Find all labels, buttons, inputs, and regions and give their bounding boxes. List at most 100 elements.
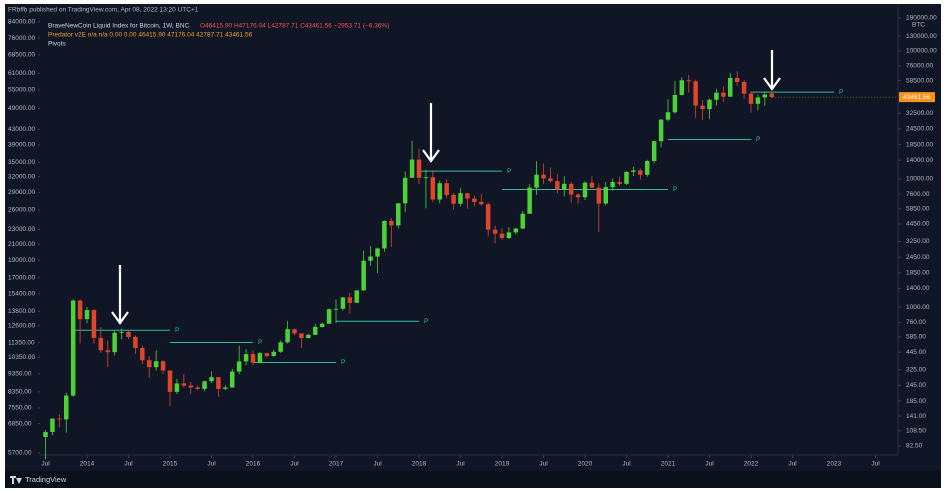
- y2-tick-label: 5700.00: [8, 450, 32, 457]
- y-unit-label: BTC: [912, 22, 925, 29]
- y2-tick-label: 9350.00: [8, 370, 32, 377]
- candle-body: [57, 418, 62, 420]
- candle-body: [589, 182, 595, 188]
- candle-body: [506, 232, 512, 238]
- published-note: FRbffb published on TradingView.com, Apr…: [8, 7, 199, 14]
- x-tick-label: 2020: [578, 461, 593, 468]
- candle-body: [354, 290, 359, 303]
- candle-body: [230, 371, 235, 388]
- candle-body: [285, 329, 290, 343]
- ohlc-values: O46415.90 H47176.04 L42787.71 C43461.56 …: [200, 23, 389, 30]
- y2-tick-label: 6850.00: [8, 420, 32, 427]
- candle-body: [416, 159, 422, 178]
- y-tick-label: 445.00: [906, 349, 926, 356]
- candle-body: [693, 81, 698, 106]
- y-tick-label: 2450.00: [906, 254, 930, 261]
- candle-body: [582, 182, 588, 198]
- candle-body: [333, 308, 339, 310]
- y2-tick-label: 21000.00: [8, 241, 35, 248]
- candle-body: [91, 309, 97, 338]
- candle-body: [437, 183, 442, 200]
- candle-body: [368, 256, 373, 261]
- candle-body: [603, 187, 608, 204]
- candle-body: [492, 229, 498, 234]
- candle-body: [147, 360, 152, 368]
- candle-body: [555, 181, 560, 190]
- x-tick-label: Jul: [788, 461, 797, 468]
- candle-body: [741, 82, 747, 94]
- pivot-label: P: [258, 339, 262, 346]
- candle-body: [271, 351, 276, 356]
- candle-body: [153, 361, 159, 368]
- candle-body: [672, 94, 678, 113]
- candle-body: [84, 309, 90, 320]
- candle-body: [292, 329, 297, 334]
- y-tick-label: 141.00: [906, 413, 926, 420]
- y2-tick-label: 12600.00: [8, 323, 35, 330]
- candle-body: [520, 213, 525, 229]
- candle-body: [181, 383, 187, 386]
- y-tick-label: 1000.00: [906, 304, 930, 311]
- candle-body: [755, 97, 761, 104]
- y-tick-label: 1400.00: [906, 285, 930, 292]
- candle-body: [257, 353, 263, 363]
- y-tick-label: 180000.00: [906, 15, 937, 22]
- arrow: [422, 103, 440, 163]
- y-tick-label: 3250.00: [906, 238, 930, 245]
- candle-body: [250, 354, 256, 363]
- candle-body: [728, 77, 733, 97]
- candle-body: [485, 204, 491, 230]
- candle-body: [665, 112, 671, 120]
- y2-tick-label: 35000.00: [8, 159, 35, 166]
- candle-body: [126, 331, 131, 337]
- y-tick-label: 245.00: [906, 382, 926, 389]
- brand: TradingView: [25, 475, 67, 484]
- candle-body: [686, 80, 691, 82]
- annotation-arrows: [111, 50, 781, 325]
- x-tick-label: Jul: [207, 461, 216, 468]
- y-tick-label: 58500.00: [906, 77, 933, 84]
- candle-body: [610, 182, 615, 188]
- candle-body: [548, 178, 553, 182]
- candle-body: [721, 92, 726, 97]
- x-tick-label: Jul: [622, 461, 631, 468]
- candle-body: [105, 350, 110, 353]
- candle-body: [575, 194, 581, 198]
- footer-bar: [5, 471, 941, 488]
- candle-body: [174, 383, 180, 392]
- y-tick-label: 32500.00: [906, 110, 933, 117]
- candle-body: [306, 334, 311, 339]
- y-tick-label: 100000.00: [906, 47, 937, 54]
- candle-body: [707, 99, 712, 110]
- candle-body: [119, 331, 124, 333]
- pivot-label: P: [507, 168, 511, 175]
- candle-body: [396, 203, 401, 226]
- last-price-tag: [899, 92, 935, 103]
- candle-body: [326, 309, 332, 324]
- candle-body: [769, 93, 774, 98]
- y2-tick-label: 39000.00: [8, 142, 35, 149]
- y-tick-label: 1850.00: [906, 270, 930, 277]
- y-tick-label: 82.50: [906, 443, 923, 450]
- candle-body: [748, 93, 754, 104]
- indicator-legend: Predator v2E n/a n/a 0.00 0.00 46415.90 …: [48, 32, 253, 39]
- candle-body: [458, 193, 463, 204]
- candle-body: [112, 332, 117, 353]
- x-tick-label: 2016: [246, 461, 261, 468]
- chart-background: [5, 4, 941, 471]
- candle-body: [762, 94, 768, 98]
- y2-tick-label: 61000.00: [8, 70, 35, 77]
- candle-body: [236, 361, 242, 372]
- candle-body: [43, 432, 48, 437]
- candle-body: [64, 395, 69, 420]
- candle-body: [534, 174, 539, 188]
- y-tick-label: 7600.00: [906, 191, 930, 198]
- x-tick-label: 2021: [661, 461, 676, 468]
- candle-body: [77, 300, 83, 320]
- candle-body: [472, 198, 477, 202]
- candle-body: [638, 170, 643, 175]
- y2-tick-label: 32000.00: [8, 173, 35, 180]
- x-tick-label: Jul: [871, 461, 880, 468]
